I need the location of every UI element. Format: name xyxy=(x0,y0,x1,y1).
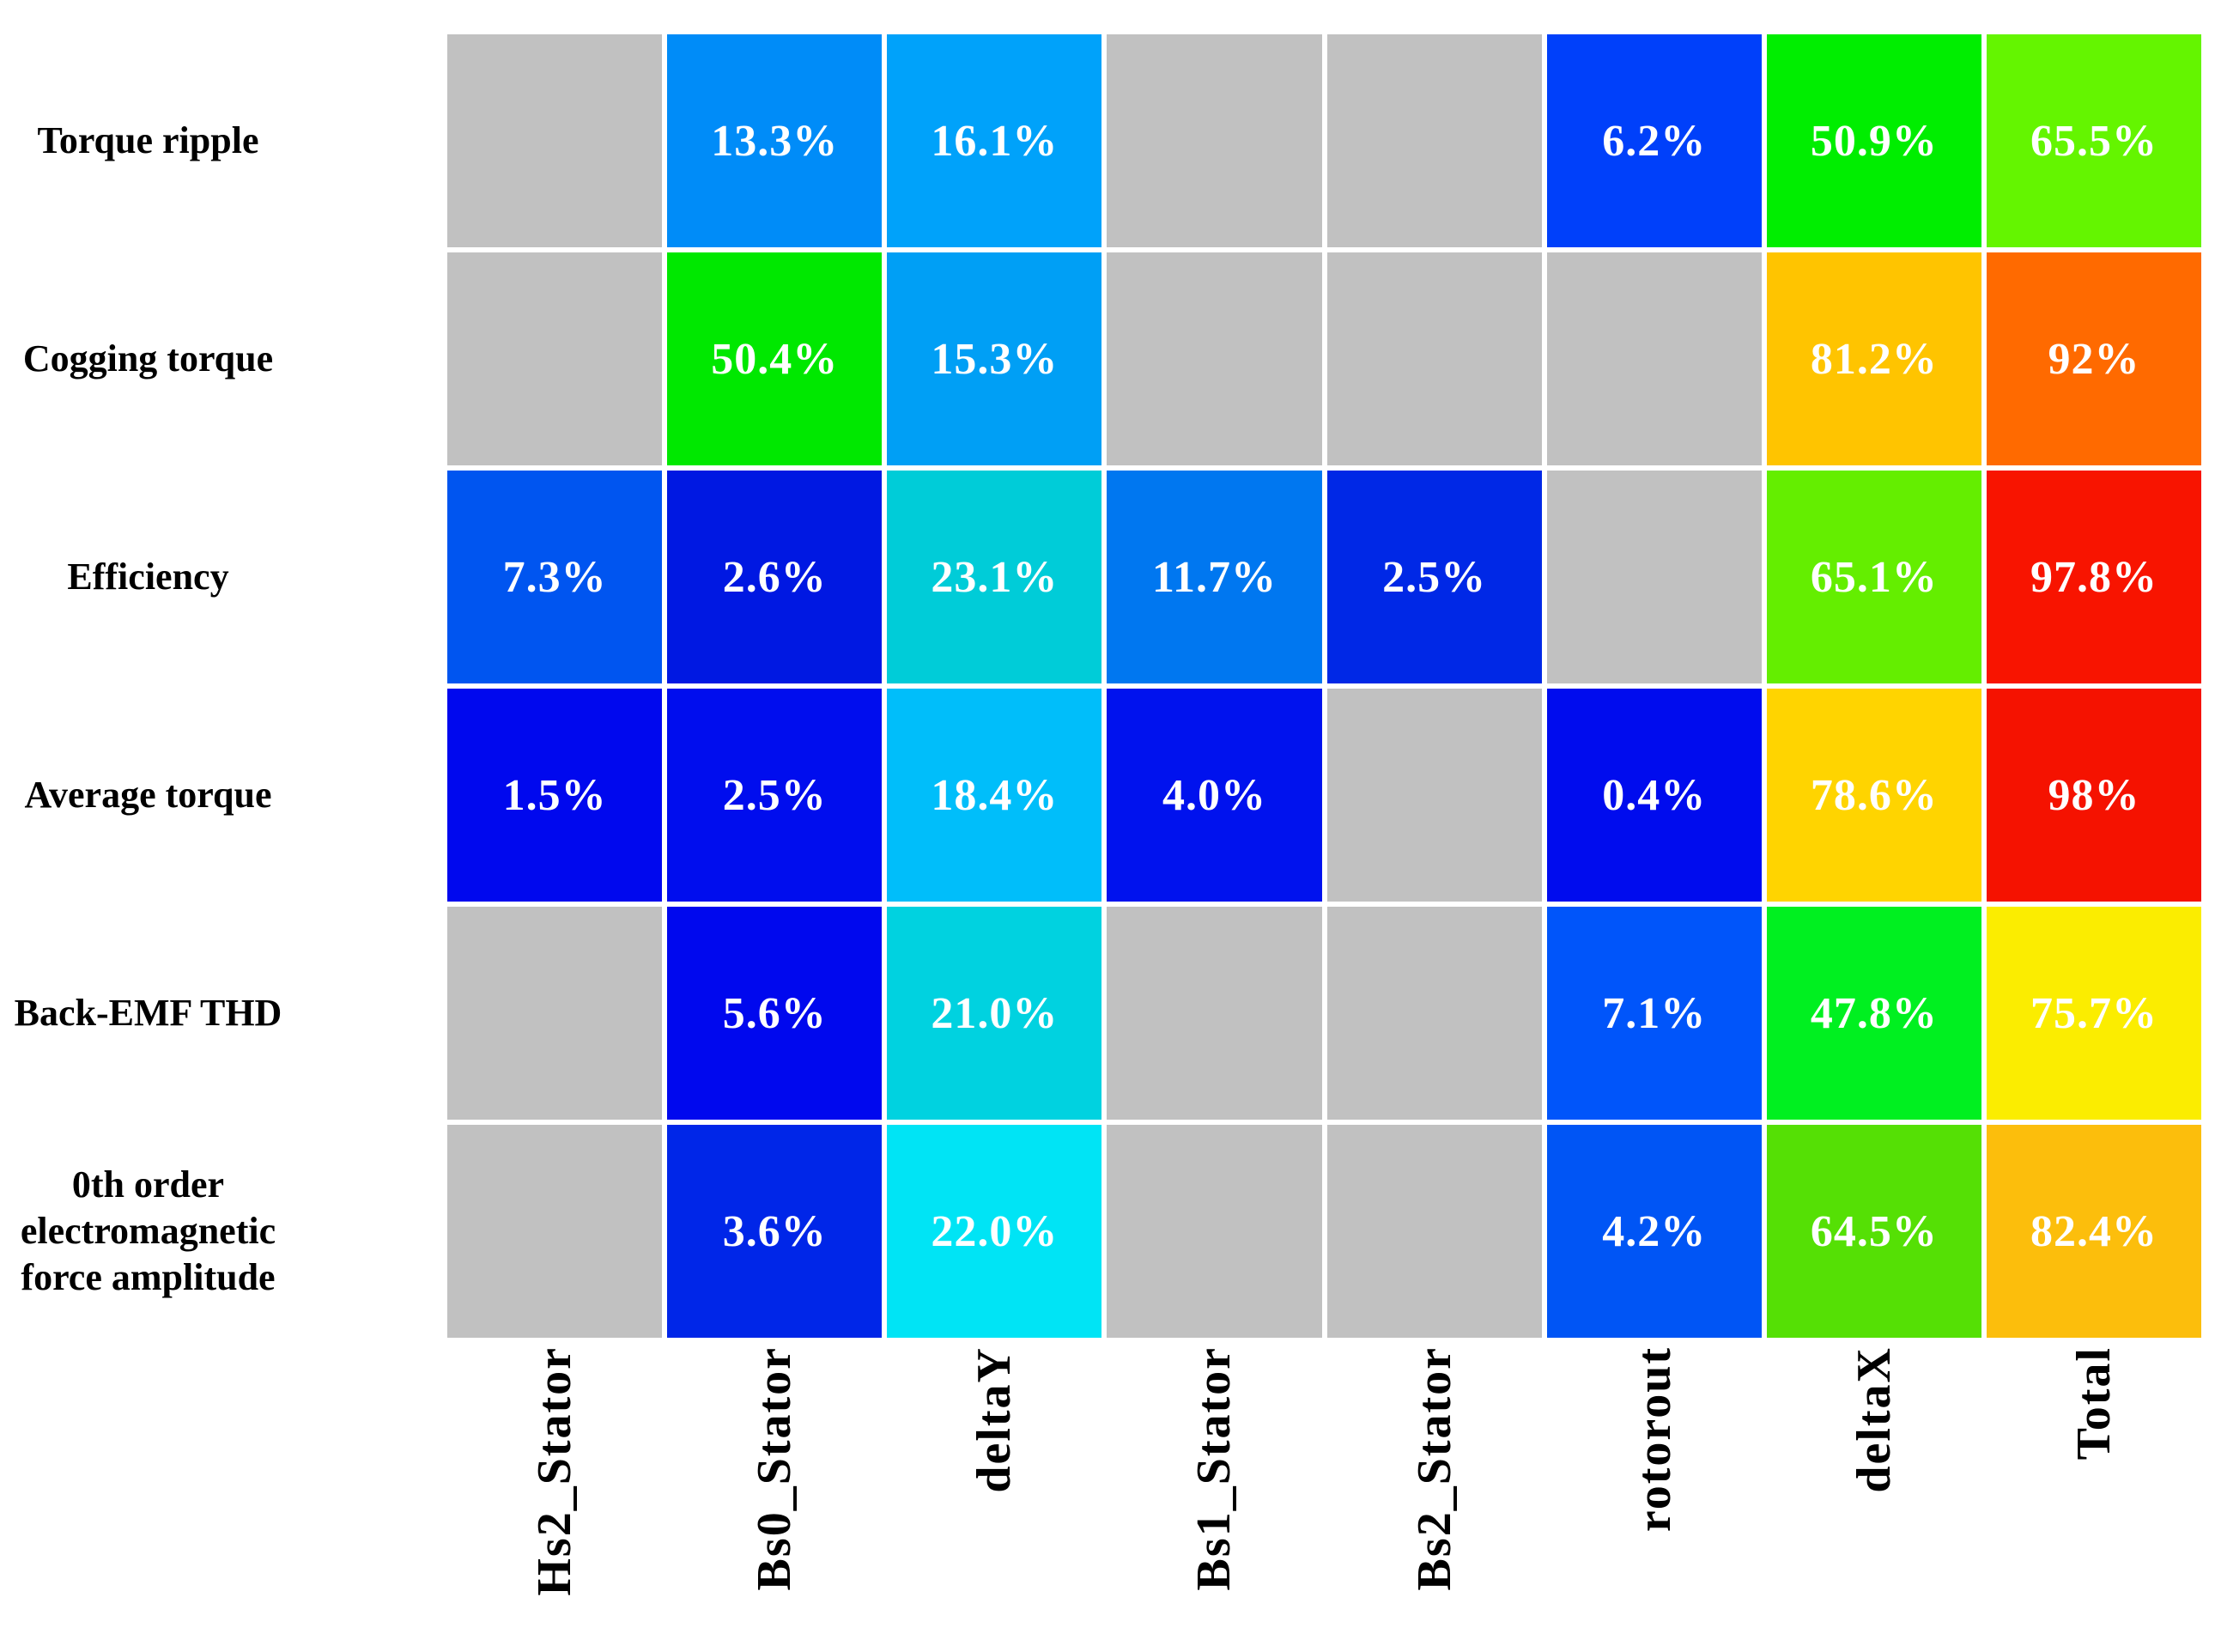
heatmap-row: Cogging torque 50.4% 15.3% 81.2% 92% xyxy=(0,252,2201,465)
heatmap-row: Back-EMF THD 5.6% 21.0% 7.1% 47.8% 75.7% xyxy=(0,907,2201,1120)
heatmap-cell: 5.6% xyxy=(667,907,883,1120)
heatmap-cell: 65.5% xyxy=(1986,34,2201,247)
heatmap-cell: 22.0% xyxy=(887,1125,1102,1338)
heatmap-cell-empty xyxy=(1107,252,1322,465)
heatmap-cell: 3.6% xyxy=(667,1125,883,1338)
heatmap-row: 0th order electromagnetic force amplitud… xyxy=(0,1125,2201,1338)
heatmap-cell: 82.4% xyxy=(1986,1125,2201,1338)
row-label: Average torque xyxy=(24,774,272,817)
column-label-box: Bs0_Stator xyxy=(667,1346,882,1651)
heatmap-cell-empty xyxy=(1546,471,1762,683)
heatmap-cell: 2.6% xyxy=(667,471,883,683)
heatmap-cell-empty xyxy=(1107,1125,1322,1338)
heatmap-cell-empty xyxy=(1326,1125,1542,1338)
heatmap-cell-empty xyxy=(1326,907,1542,1120)
heatmap-cell: 13.3% xyxy=(667,34,883,247)
column-label-box: deltaX xyxy=(1767,1346,1981,1651)
row-label: Cogging torque xyxy=(22,337,274,380)
row-label: 0th order electromagnetic force amplitud… xyxy=(20,1163,276,1298)
heatmap-cell: 92% xyxy=(1986,252,2201,465)
heatmap-cell: 15.3% xyxy=(887,252,1102,465)
column-label: Hs2_Stator xyxy=(528,1346,582,1596)
heatmap-cell: 23.1% xyxy=(887,471,1102,683)
row-label: Torque ripple xyxy=(37,119,259,162)
heatmap-cell: 4.0% xyxy=(1107,689,1322,902)
row-label: Back-EMF THD xyxy=(14,992,282,1035)
heatmap-cell: 50.4% xyxy=(667,252,883,465)
heatmap-cell: 81.2% xyxy=(1766,252,1981,465)
column-labels-spacer xyxy=(0,1346,442,1651)
column-label: deltaY xyxy=(968,1346,1022,1493)
heatmap-cell-empty xyxy=(1546,252,1762,465)
heatmap-cell: 6.2% xyxy=(1546,34,1762,247)
column-label-box: Total xyxy=(1987,1346,2201,1651)
heatmap-cell: 78.6% xyxy=(1766,689,1981,902)
heatmap-cell: 1.5% xyxy=(447,689,663,902)
heatmap-cell: 2.5% xyxy=(667,689,883,902)
heatmap-cell-empty xyxy=(1326,252,1542,465)
column-label-box: Bs2_Stator xyxy=(1327,1346,1542,1651)
column-label: Bs0_Stator xyxy=(748,1346,802,1591)
column-label-box: deltaY xyxy=(887,1346,1101,1651)
heatmap-cell: 50.9% xyxy=(1766,34,1981,247)
column-label-box: Bs1_Stator xyxy=(1107,1346,1321,1651)
heatmap-cell-empty xyxy=(447,252,663,465)
heatmap-cell: 7.1% xyxy=(1546,907,1762,1120)
column-label: rotorout xyxy=(1627,1346,1681,1533)
heatmap-cell: 97.8% xyxy=(1986,471,2201,683)
column-label-box: rotorout xyxy=(1547,1346,1762,1651)
column-label-box: Hs2_Stator xyxy=(447,1346,662,1651)
column-label: Total xyxy=(2066,1346,2121,1461)
column-label: Bs2_Stator xyxy=(1407,1346,1461,1591)
heatmap-cell: 98% xyxy=(1986,689,2201,902)
heatmap-cell-empty xyxy=(1107,907,1322,1120)
heatmap-grid: Torque ripple 13.3% 16.1% 6.2% 50.9% 65.5% Cog… xyxy=(0,34,2201,1651)
heatmap-cell: 64.5% xyxy=(1766,1125,1981,1338)
heatmap-cell-empty xyxy=(447,907,663,1120)
heatmap-cell: 65.1% xyxy=(1766,471,1981,683)
heatmap-cell: 18.4% xyxy=(887,689,1102,902)
heatmap-cell-empty xyxy=(447,1125,663,1338)
heatmap-cell: 21.0% xyxy=(887,907,1102,1120)
heatmap-cell: 7.3% xyxy=(447,471,663,683)
heatmap-cell: 16.1% xyxy=(887,34,1102,247)
heatmap-cell: 75.7% xyxy=(1986,907,2201,1120)
heatmap-cell: 0.4% xyxy=(1546,689,1762,902)
heatmap-cell-empty xyxy=(1326,34,1542,247)
row-label: Efficiency xyxy=(67,556,229,598)
heatmap-row: Torque ripple 13.3% 16.1% 6.2% 50.9% 65.5% xyxy=(0,34,2201,247)
heatmap-cell-empty xyxy=(447,34,663,247)
column-label: deltaX xyxy=(1847,1346,1901,1493)
heatmap-row: Average torque 1.5% 2.5% 18.4% 4.0% 0.4% 78.6%… xyxy=(0,689,2201,902)
heatmap-row: Efficiency 7.3% 2.6% 23.1% 11.7% 2.5% 65.1% 97.… xyxy=(0,471,2201,683)
heatmap-cell: 4.2% xyxy=(1546,1125,1762,1338)
heatmap-cell-empty xyxy=(1326,689,1542,902)
heatmap-cell: 2.5% xyxy=(1326,471,1542,683)
heatmap-cell: 47.8% xyxy=(1766,907,1981,1120)
column-label: Bs1_Stator xyxy=(1187,1346,1241,1591)
column-labels-row: Hs2_Stator Bs0_Stator deltaY Bs1_Stator Bs2_… xyxy=(0,1346,2201,1651)
heatmap-cell-empty xyxy=(1107,34,1322,247)
heatmap-cell: 11.7% xyxy=(1107,471,1322,683)
